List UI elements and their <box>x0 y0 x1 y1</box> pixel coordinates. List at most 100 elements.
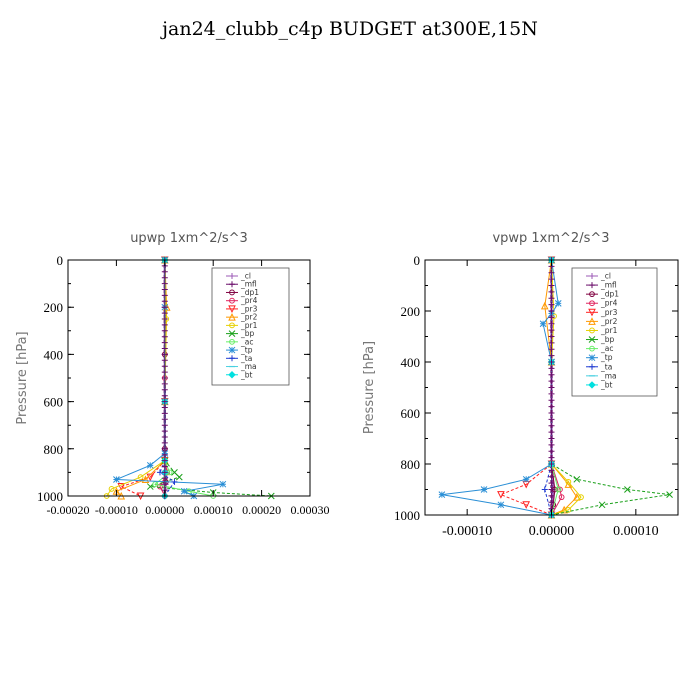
legend-label: _pr2 <box>600 317 618 326</box>
legend-label: _tp <box>240 346 253 355</box>
column-marker <box>548 448 555 455</box>
column-marker <box>548 308 555 314</box>
data-point <box>171 478 178 485</box>
legend-item-ta: _ta <box>226 354 252 363</box>
legend-marker <box>229 338 235 345</box>
column-marker <box>161 333 168 340</box>
data-point <box>497 501 505 509</box>
y-tick-label: 400 <box>401 355 421 370</box>
legend-marker <box>589 300 595 307</box>
legend-label: _pr3 <box>600 308 618 317</box>
legend-label: _pr1 <box>240 321 258 330</box>
data-point <box>541 486 548 493</box>
column-marker <box>161 327 168 334</box>
column-marker <box>161 316 168 322</box>
chart-title: vpwp 1xm^2/s^3 <box>492 231 609 246</box>
data-point <box>146 461 154 469</box>
legend-marker <box>229 289 235 296</box>
legend-item-pr2: _pr2 <box>226 313 258 322</box>
column-marker <box>161 351 168 358</box>
series-tp <box>438 256 562 519</box>
series-line <box>119 260 166 497</box>
column-marker <box>161 369 168 376</box>
column-marker <box>161 434 168 440</box>
data-point <box>137 474 144 481</box>
column-marker <box>161 357 168 364</box>
legend-label: _dp1 <box>240 288 259 297</box>
column-marker <box>548 320 555 327</box>
column-marker <box>161 386 168 393</box>
legend-label: _pr4 <box>240 296 258 305</box>
data-point <box>539 320 547 328</box>
column-marker <box>161 375 168 381</box>
column-marker <box>548 435 555 442</box>
series-line <box>544 259 578 516</box>
column-marker <box>548 390 555 397</box>
legend-marker <box>229 281 235 288</box>
x-tick-label: -0.00020 <box>47 503 90 517</box>
column-marker <box>548 384 555 391</box>
column-marker <box>548 365 555 372</box>
column-marker <box>161 298 168 305</box>
legend-marker <box>589 291 595 298</box>
x-tick-label: 0.00000 <box>529 524 575 539</box>
legend-item-ta: _ta <box>586 362 612 371</box>
legend-marker <box>229 297 235 304</box>
legend-marker <box>589 273 595 279</box>
legend-label: _bt <box>240 370 253 379</box>
column-marker <box>548 397 555 404</box>
column-marker <box>161 469 168 476</box>
data-point <box>565 478 572 485</box>
legend-marker <box>228 346 236 354</box>
column-marker <box>161 457 168 464</box>
column-marker <box>161 304 168 311</box>
x-tick-label: -0.00010 <box>95 503 138 517</box>
x-tick-label: 0.00020 <box>242 503 281 517</box>
x-tick-label: 0.00030 <box>291 503 330 517</box>
y-tick-label: 0 <box>57 253 64 268</box>
legend-label: _pr1 <box>600 326 618 335</box>
legend-label: _pr2 <box>240 313 258 322</box>
data-point <box>578 494 584 501</box>
column-marker <box>548 403 555 410</box>
legend-label: _bp <box>600 335 615 344</box>
legend-marker <box>589 363 595 370</box>
legend-label: _tp <box>600 353 613 362</box>
data-point <box>180 487 188 495</box>
column-marker <box>548 359 555 365</box>
column-marker <box>548 480 555 487</box>
legend-label: _mfl <box>600 281 617 290</box>
y-axis-label: Pressure [hPa] <box>362 341 377 434</box>
chart-2: 0 200 400 600 800 1000 -0.00010 0.00000 0.00010 v… <box>362 231 679 539</box>
legend-marker <box>589 327 595 334</box>
data-point <box>522 475 530 483</box>
column-marker <box>161 410 168 417</box>
column-marker <box>161 321 168 328</box>
legend-marker <box>588 381 596 389</box>
data-point <box>157 483 163 490</box>
legend-marker <box>589 282 595 289</box>
y-tick-label: 400 <box>44 347 64 362</box>
legend-item-cl: _cl <box>586 272 611 281</box>
legend-label: _bt <box>600 380 613 389</box>
column-marker <box>161 268 168 275</box>
column-marker <box>548 333 555 340</box>
column-marker <box>548 429 555 436</box>
legend-label: _mfl <box>240 280 257 289</box>
legend-item-ac: _ac <box>226 337 253 346</box>
series-line <box>441 259 559 516</box>
legend-label: _ac <box>600 344 613 353</box>
series-pr3 <box>117 256 169 501</box>
y-tick-label: 200 <box>44 300 64 315</box>
column-marker <box>548 301 555 308</box>
legend-item-dp1: _dp1 <box>226 288 259 297</box>
legend-item-mfl: _mfl <box>226 280 257 289</box>
y-tick-label: 1000 <box>37 489 63 504</box>
legend-item-ma: _ma <box>226 362 257 371</box>
column-marker <box>548 378 555 385</box>
legend-label: _bp <box>240 329 255 338</box>
column-marker <box>548 327 555 334</box>
column-marker <box>161 481 168 488</box>
legend-item-cl: _cl <box>226 272 251 281</box>
